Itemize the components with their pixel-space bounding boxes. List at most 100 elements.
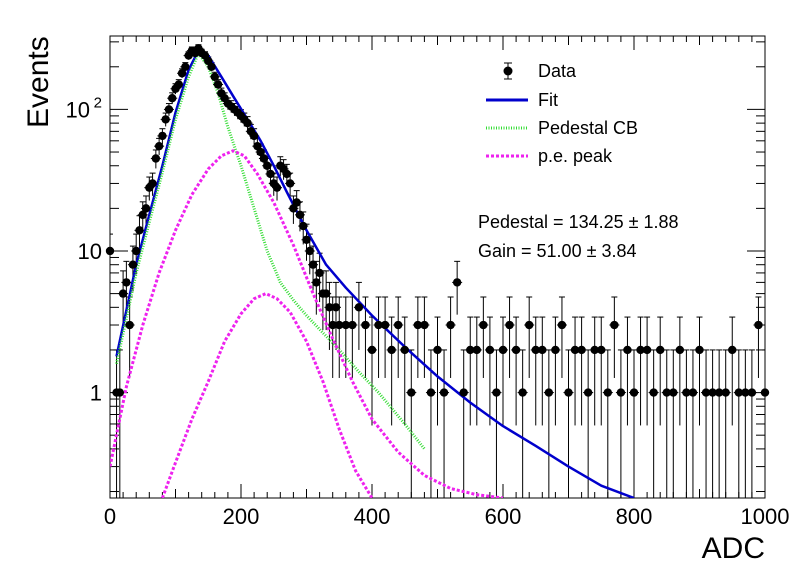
data-point — [213, 80, 223, 89]
data-point — [629, 388, 639, 397]
data-point — [505, 320, 514, 330]
data-point — [701, 388, 711, 397]
legend-entry-fit: Fit — [486, 90, 558, 110]
data-point — [531, 345, 540, 355]
x-tick-label: 200 — [223, 504, 260, 529]
data-point — [292, 198, 301, 207]
data-point — [656, 345, 665, 355]
data-point — [420, 320, 429, 330]
data-point — [299, 221, 308, 231]
data-point — [518, 388, 527, 397]
data-point — [177, 69, 187, 78]
data-point — [688, 388, 698, 397]
series-fit-curve — [115, 49, 635, 498]
data-point — [452, 278, 462, 287]
data-point — [272, 183, 282, 192]
data-point — [472, 345, 481, 355]
data-point — [413, 320, 423, 330]
data-point — [361, 320, 370, 330]
data-point — [407, 388, 416, 397]
data-point — [492, 388, 501, 397]
data-point — [754, 320, 763, 330]
legend: Data Fit Pedestal CB p.e. peak — [486, 61, 638, 166]
legend-label-pe-peak: p.e. peak — [538, 146, 613, 166]
data-point — [538, 345, 547, 355]
data-point — [636, 345, 645, 355]
data-point — [577, 345, 586, 355]
data-point — [760, 388, 770, 397]
data-point — [603, 388, 612, 397]
data-point — [714, 388, 724, 397]
data-point — [466, 345, 475, 355]
data-point — [551, 345, 560, 355]
data-point — [590, 345, 599, 355]
legend-label-data: Data — [538, 61, 577, 81]
data-point — [623, 345, 632, 355]
data-point — [511, 345, 521, 355]
x-tick-label: 800 — [616, 504, 653, 529]
data-point — [675, 345, 685, 355]
data-point — [610, 320, 619, 330]
data-point — [394, 320, 403, 330]
data-point — [564, 388, 573, 397]
data-point — [747, 388, 757, 397]
data-point — [597, 345, 606, 355]
data-point — [649, 388, 658, 397]
data-point — [328, 320, 337, 330]
data-point — [335, 320, 344, 330]
data-point — [266, 169, 275, 179]
data-point — [295, 210, 305, 220]
data-point — [164, 105, 174, 114]
data-point — [105, 246, 115, 256]
data-point — [308, 260, 318, 269]
data-point — [583, 388, 593, 397]
data-point — [259, 154, 269, 163]
data-point — [249, 131, 259, 141]
data-point — [207, 62, 216, 71]
legend-marker-data — [503, 66, 513, 76]
data-point — [256, 147, 265, 157]
data-point — [115, 388, 125, 397]
data-point — [400, 345, 409, 355]
data-point — [348, 320, 357, 330]
data-point — [285, 179, 295, 188]
data-point — [669, 388, 678, 397]
data-point — [243, 118, 252, 128]
legend-label-fit: Fit — [538, 90, 558, 110]
data-point — [446, 320, 455, 330]
data-point — [734, 388, 743, 397]
data-point — [708, 388, 717, 397]
data-point — [135, 226, 144, 235]
data-point — [138, 210, 147, 220]
data-point — [616, 388, 626, 397]
data-point — [544, 388, 554, 397]
legend-entry-data: Data — [503, 61, 577, 81]
data-point — [263, 161, 272, 170]
data-point — [380, 320, 390, 330]
data-point — [151, 154, 161, 163]
data-point — [118, 289, 128, 298]
data-point — [158, 131, 167, 141]
x-axis-title: ADC — [702, 532, 765, 565]
series-p-e-peak-2-curve — [160, 292, 374, 498]
data-point — [210, 72, 219, 81]
data-point — [174, 80, 183, 89]
data-point — [141, 204, 151, 213]
data-point — [181, 62, 190, 71]
x-tick-label: 1000 — [741, 504, 790, 529]
data-point — [161, 115, 170, 124]
annotation-gain: Gain = 51.00 ± 3.84 — [478, 241, 637, 261]
data-point — [498, 345, 508, 355]
x-tick-label: 0 — [104, 504, 116, 529]
data-point — [642, 345, 652, 355]
data-point — [305, 246, 314, 256]
data-point — [168, 93, 177, 103]
data-point — [125, 320, 134, 330]
legend-label-pedestal: Pedestal CB — [538, 118, 638, 138]
data-point — [557, 320, 567, 330]
data-point — [374, 320, 383, 330]
data-point — [433, 345, 442, 355]
data-point — [387, 345, 396, 355]
